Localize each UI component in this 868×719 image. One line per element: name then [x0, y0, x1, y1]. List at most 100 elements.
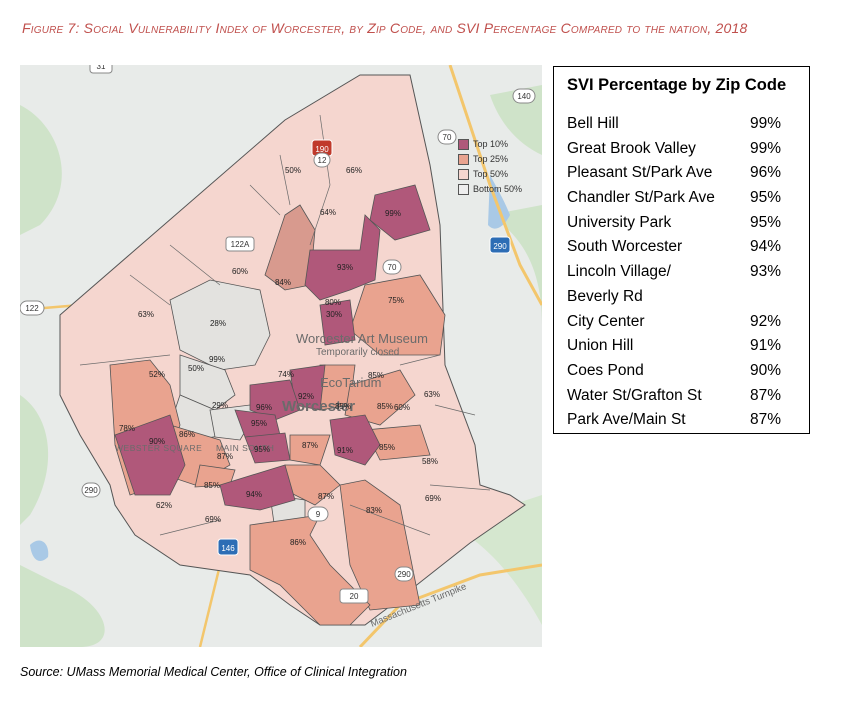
zip-svi-label: 62%	[156, 501, 172, 510]
zip-svi-label: 85%	[335, 402, 351, 411]
svi-row-name: South Worcester	[567, 238, 683, 256]
svi-row-name: Great Brook Valley	[567, 139, 696, 157]
zip-svi-label: 74%	[278, 370, 294, 379]
legend-swatch-top25	[458, 153, 469, 165]
svi-row-name: Lincoln Village/	[567, 263, 671, 281]
legend-item-top25: Top 25%	[458, 153, 508, 165]
zip-svi-label: 63%	[138, 310, 154, 319]
zip-svi-label: 60%	[394, 403, 410, 412]
svi-table-row: Park Ave/Main St 87%	[567, 408, 797, 433]
svi-row-value: 99%	[750, 115, 782, 132]
svi-table-row: Pleasant St/Park Ave 96%	[567, 161, 797, 186]
svi-row-value: 87%	[750, 411, 782, 429]
route-shield-label: 290	[397, 570, 411, 579]
route-shield-label: 122A	[231, 240, 250, 249]
svi-row-name: University Park	[567, 213, 672, 231]
zip-svi-label: 69%	[205, 515, 221, 524]
zip-svi-label: 30%	[326, 310, 342, 319]
zip-svi-label: 75%	[388, 296, 404, 305]
zip-svi-label: 86%	[290, 538, 306, 547]
main-south-label: MAIN SOUTH	[216, 443, 274, 453]
legend-swatch-bottom50	[458, 183, 469, 195]
svi-row-name: Coes Pond	[567, 361, 644, 379]
zip-svi-label: 85%	[377, 402, 393, 411]
source-note: Source: UMass Memorial Medical Center, O…	[20, 665, 407, 679]
route-shield-label: 122	[25, 304, 39, 313]
zip-svi-label: 96%	[256, 403, 272, 412]
zip-svi-label: 28%	[210, 319, 226, 328]
legend-item-top10: Top 10%	[458, 138, 508, 150]
zip-svi-label: 86%	[179, 430, 195, 439]
zip-svi-label: 87%	[318, 492, 334, 501]
svi-table-title: SVI Percentage by Zip Code	[567, 76, 787, 94]
svi-table-row: Water St/Grafton St 87%	[567, 384, 797, 409]
route-shield-label: 31	[97, 65, 106, 71]
svi-map: 31 140 70 190 12 122A 290 70 122 290 9 146 290 20 Wor…	[20, 65, 542, 647]
svi-row-name: Water St/Grafton St	[567, 386, 702, 404]
zip-svi-label: 91%	[337, 446, 353, 455]
zip-svi-label: 78%	[119, 424, 135, 433]
zip-svi-label: 99%	[209, 355, 225, 364]
svi-table-row: Chandler St/Park Ave 95%	[567, 186, 797, 211]
svi-table-row: University Park 95%	[567, 211, 797, 236]
zip-svi-label: 83%	[366, 506, 382, 515]
zip-svi-label: 95%	[254, 445, 270, 454]
svi-table-row: Bell Hill 99%	[567, 112, 797, 137]
svi-row-name: City Center	[567, 312, 645, 330]
svi-row-name: Bell Hill	[567, 115, 619, 132]
legend-item-bottom50: Bottom 50%	[458, 183, 522, 195]
route-shield-label: 146	[221, 544, 235, 553]
zip-svi-label: 87%	[302, 441, 318, 450]
zip-svi-label: 69%	[425, 494, 441, 503]
zip-svi-label: 87%	[217, 452, 233, 461]
svi-row-value: 96%	[750, 164, 782, 182]
zip-svi-label: 85%	[204, 481, 220, 490]
svi-table-row: Union Hill 91%	[567, 334, 797, 359]
svi-table-row: South Worcester 94%	[567, 235, 797, 260]
zip-svi-label: 99%	[385, 209, 401, 218]
zip-svi-label: 85%	[368, 371, 384, 380]
route-shield-label: 290	[84, 486, 98, 495]
zip-svi-label: 80%	[325, 298, 341, 307]
zip-svi-label: 64%	[320, 208, 336, 217]
svi-row-value: 99%	[750, 139, 782, 157]
svi-row-value: 94%	[750, 238, 782, 256]
svi-row-value: 91%	[750, 337, 782, 355]
webster-square-label: WEBSTER SQUARE	[115, 443, 202, 453]
zip-svi-label: 66%	[346, 166, 362, 175]
svi-table-row: Lincoln Village/93%	[567, 260, 797, 285]
route-shield-label: 12	[318, 156, 327, 165]
legend-item-top50: Top 50%	[458, 168, 508, 180]
zip-svi-label: 93%	[337, 263, 353, 272]
zip-svi-label: 63%	[424, 390, 440, 399]
svi-row-name: Chandler St/Park Ave	[567, 189, 715, 207]
legend-swatch-top10	[458, 138, 469, 150]
zip-svi-label: 90%	[149, 437, 165, 446]
map-legend: Top 10% Top 25% Top 50% Bottom 50%	[458, 132, 540, 200]
figure-title: Figure 7: Social Vulnerability Index of …	[22, 20, 748, 36]
zip-svi-label: 50%	[188, 364, 204, 373]
svi-table: SVI Percentage by Zip Code Bell Hill 99% G…	[553, 66, 810, 434]
zip-svi-label: 85%	[379, 443, 395, 452]
route-shield-label: 290	[493, 242, 507, 251]
svi-row-name: Union Hill	[567, 337, 634, 355]
route-shield-label: 140	[517, 92, 531, 101]
svi-table-row: Great Brook Valley 99%	[567, 137, 797, 162]
route-shield-label: 70	[388, 263, 397, 272]
svi-row-value: 95%	[750, 189, 782, 207]
svi-row-value: 92%	[750, 312, 782, 330]
museum-label: Worcester Art Museum	[296, 331, 428, 346]
zip-svi-label: 94%	[246, 490, 262, 499]
zip-svi-label: 84%	[275, 278, 291, 287]
ecotarium-label: EcoTarium	[320, 375, 381, 390]
svi-row-name: Pleasant St/Park Ave	[567, 164, 713, 182]
legend-swatch-top50	[458, 168, 469, 180]
svi-row-value: 90%	[750, 361, 782, 379]
svi-table-row: Beverly Rd	[567, 285, 797, 310]
svi-row-value: 93%	[750, 263, 782, 281]
zip-svi-label: 29%	[212, 401, 228, 410]
map-canvas: 31 140 70 190 12 122A 290 70 122 290 9 146 290 20 Wor…	[20, 65, 542, 647]
svi-table-row: Coes Pond 90%	[567, 359, 797, 384]
zip-svi-label: 50%	[285, 166, 301, 175]
svi-table-row: City Center 92%	[567, 310, 797, 335]
